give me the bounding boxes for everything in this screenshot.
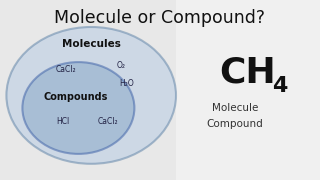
- Text: 4: 4: [272, 75, 287, 96]
- Text: Molecule: Molecule: [212, 103, 258, 113]
- FancyBboxPatch shape: [176, 0, 320, 180]
- Text: Compounds: Compounds: [43, 92, 108, 102]
- Text: HCl: HCl: [57, 117, 70, 126]
- Text: Compound: Compound: [207, 119, 264, 129]
- Ellipse shape: [22, 62, 134, 154]
- Text: CH: CH: [219, 56, 276, 90]
- Ellipse shape: [6, 27, 176, 164]
- Text: O₂: O₂: [116, 61, 125, 70]
- Text: CaCl₂: CaCl₂: [55, 65, 76, 74]
- Text: H₂O: H₂O: [119, 79, 134, 88]
- Text: CaCl₂: CaCl₂: [98, 117, 118, 126]
- Text: Molecules: Molecules: [62, 39, 121, 49]
- Text: Molecule or Compound?: Molecule or Compound?: [54, 9, 266, 27]
